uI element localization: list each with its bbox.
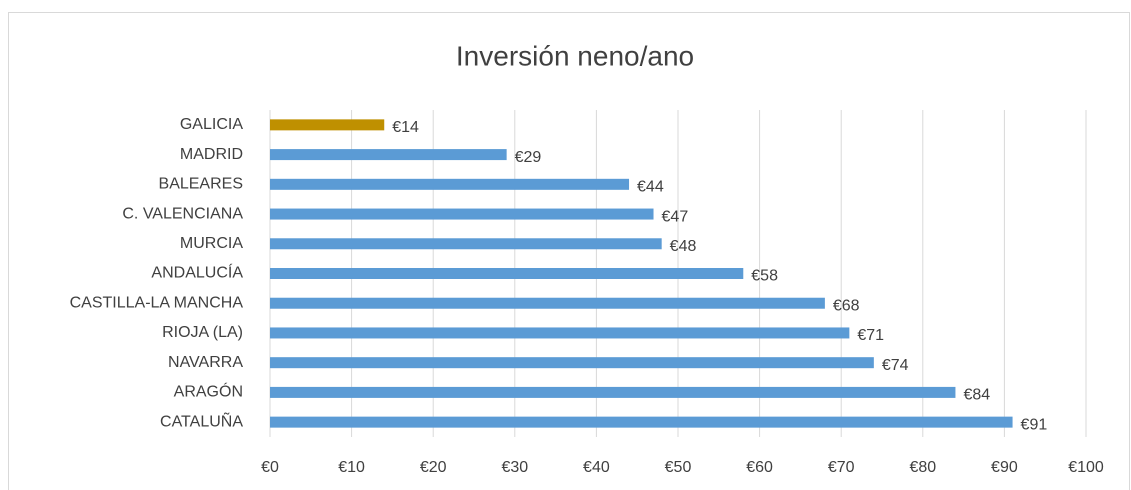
x-tick-label: €40 (583, 459, 610, 476)
y-tick-label: MURCIA (180, 235, 243, 252)
x-tick-label: €0 (261, 459, 279, 476)
y-tick-label: RIOJA (LA) (162, 324, 243, 341)
value-label: €84 (963, 387, 990, 404)
y-tick-label: C. VALENCIANA (122, 205, 243, 222)
bar (270, 119, 385, 131)
x-tick-label: €60 (746, 459, 773, 476)
bar (270, 238, 662, 250)
bar (270, 386, 956, 398)
y-tick-label: GALICIA (180, 116, 243, 133)
value-label: €47 (662, 208, 689, 225)
bar (270, 149, 507, 161)
y-tick-label: ANDALUCÍA (151, 263, 243, 282)
y-tick-label: CATALUÑA (160, 410, 243, 430)
value-label: €71 (857, 327, 884, 344)
value-label: €48 (670, 238, 697, 255)
bar (270, 208, 654, 220)
value-label: €14 (392, 119, 419, 136)
bar (270, 297, 825, 309)
value-label: €74 (882, 357, 909, 374)
y-tick-label: CASTILLA-LA MANCHA (70, 294, 244, 311)
bar (270, 416, 1013, 428)
x-tick-label: €90 (991, 459, 1018, 476)
x-tick-label: €50 (665, 459, 692, 476)
y-tick-label: BALEARES (159, 176, 243, 193)
y-tick-label: MADRID (180, 146, 243, 163)
value-label: €44 (637, 179, 664, 196)
y-tick-label: ARAGÓN (174, 382, 243, 401)
bar (270, 357, 874, 369)
x-tick-label: €70 (828, 459, 855, 476)
value-label: €91 (1021, 416, 1048, 433)
bar (270, 327, 850, 339)
bar (270, 268, 744, 279)
y-tick-label: NAVARRA (168, 354, 243, 371)
value-label: €58 (751, 268, 778, 285)
value-label: €29 (515, 149, 542, 166)
value-label: €68 (833, 297, 860, 314)
x-tick-label: €20 (420, 459, 447, 476)
x-tick-label: €100 (1068, 459, 1104, 476)
bar (270, 178, 630, 190)
chart-title: Inversión neno/ano (456, 40, 694, 71)
x-tick-label: €30 (501, 459, 528, 476)
x-tick-label: €80 (909, 459, 936, 476)
chart-border (8, 12, 1130, 490)
x-tick-label: €10 (338, 459, 365, 476)
